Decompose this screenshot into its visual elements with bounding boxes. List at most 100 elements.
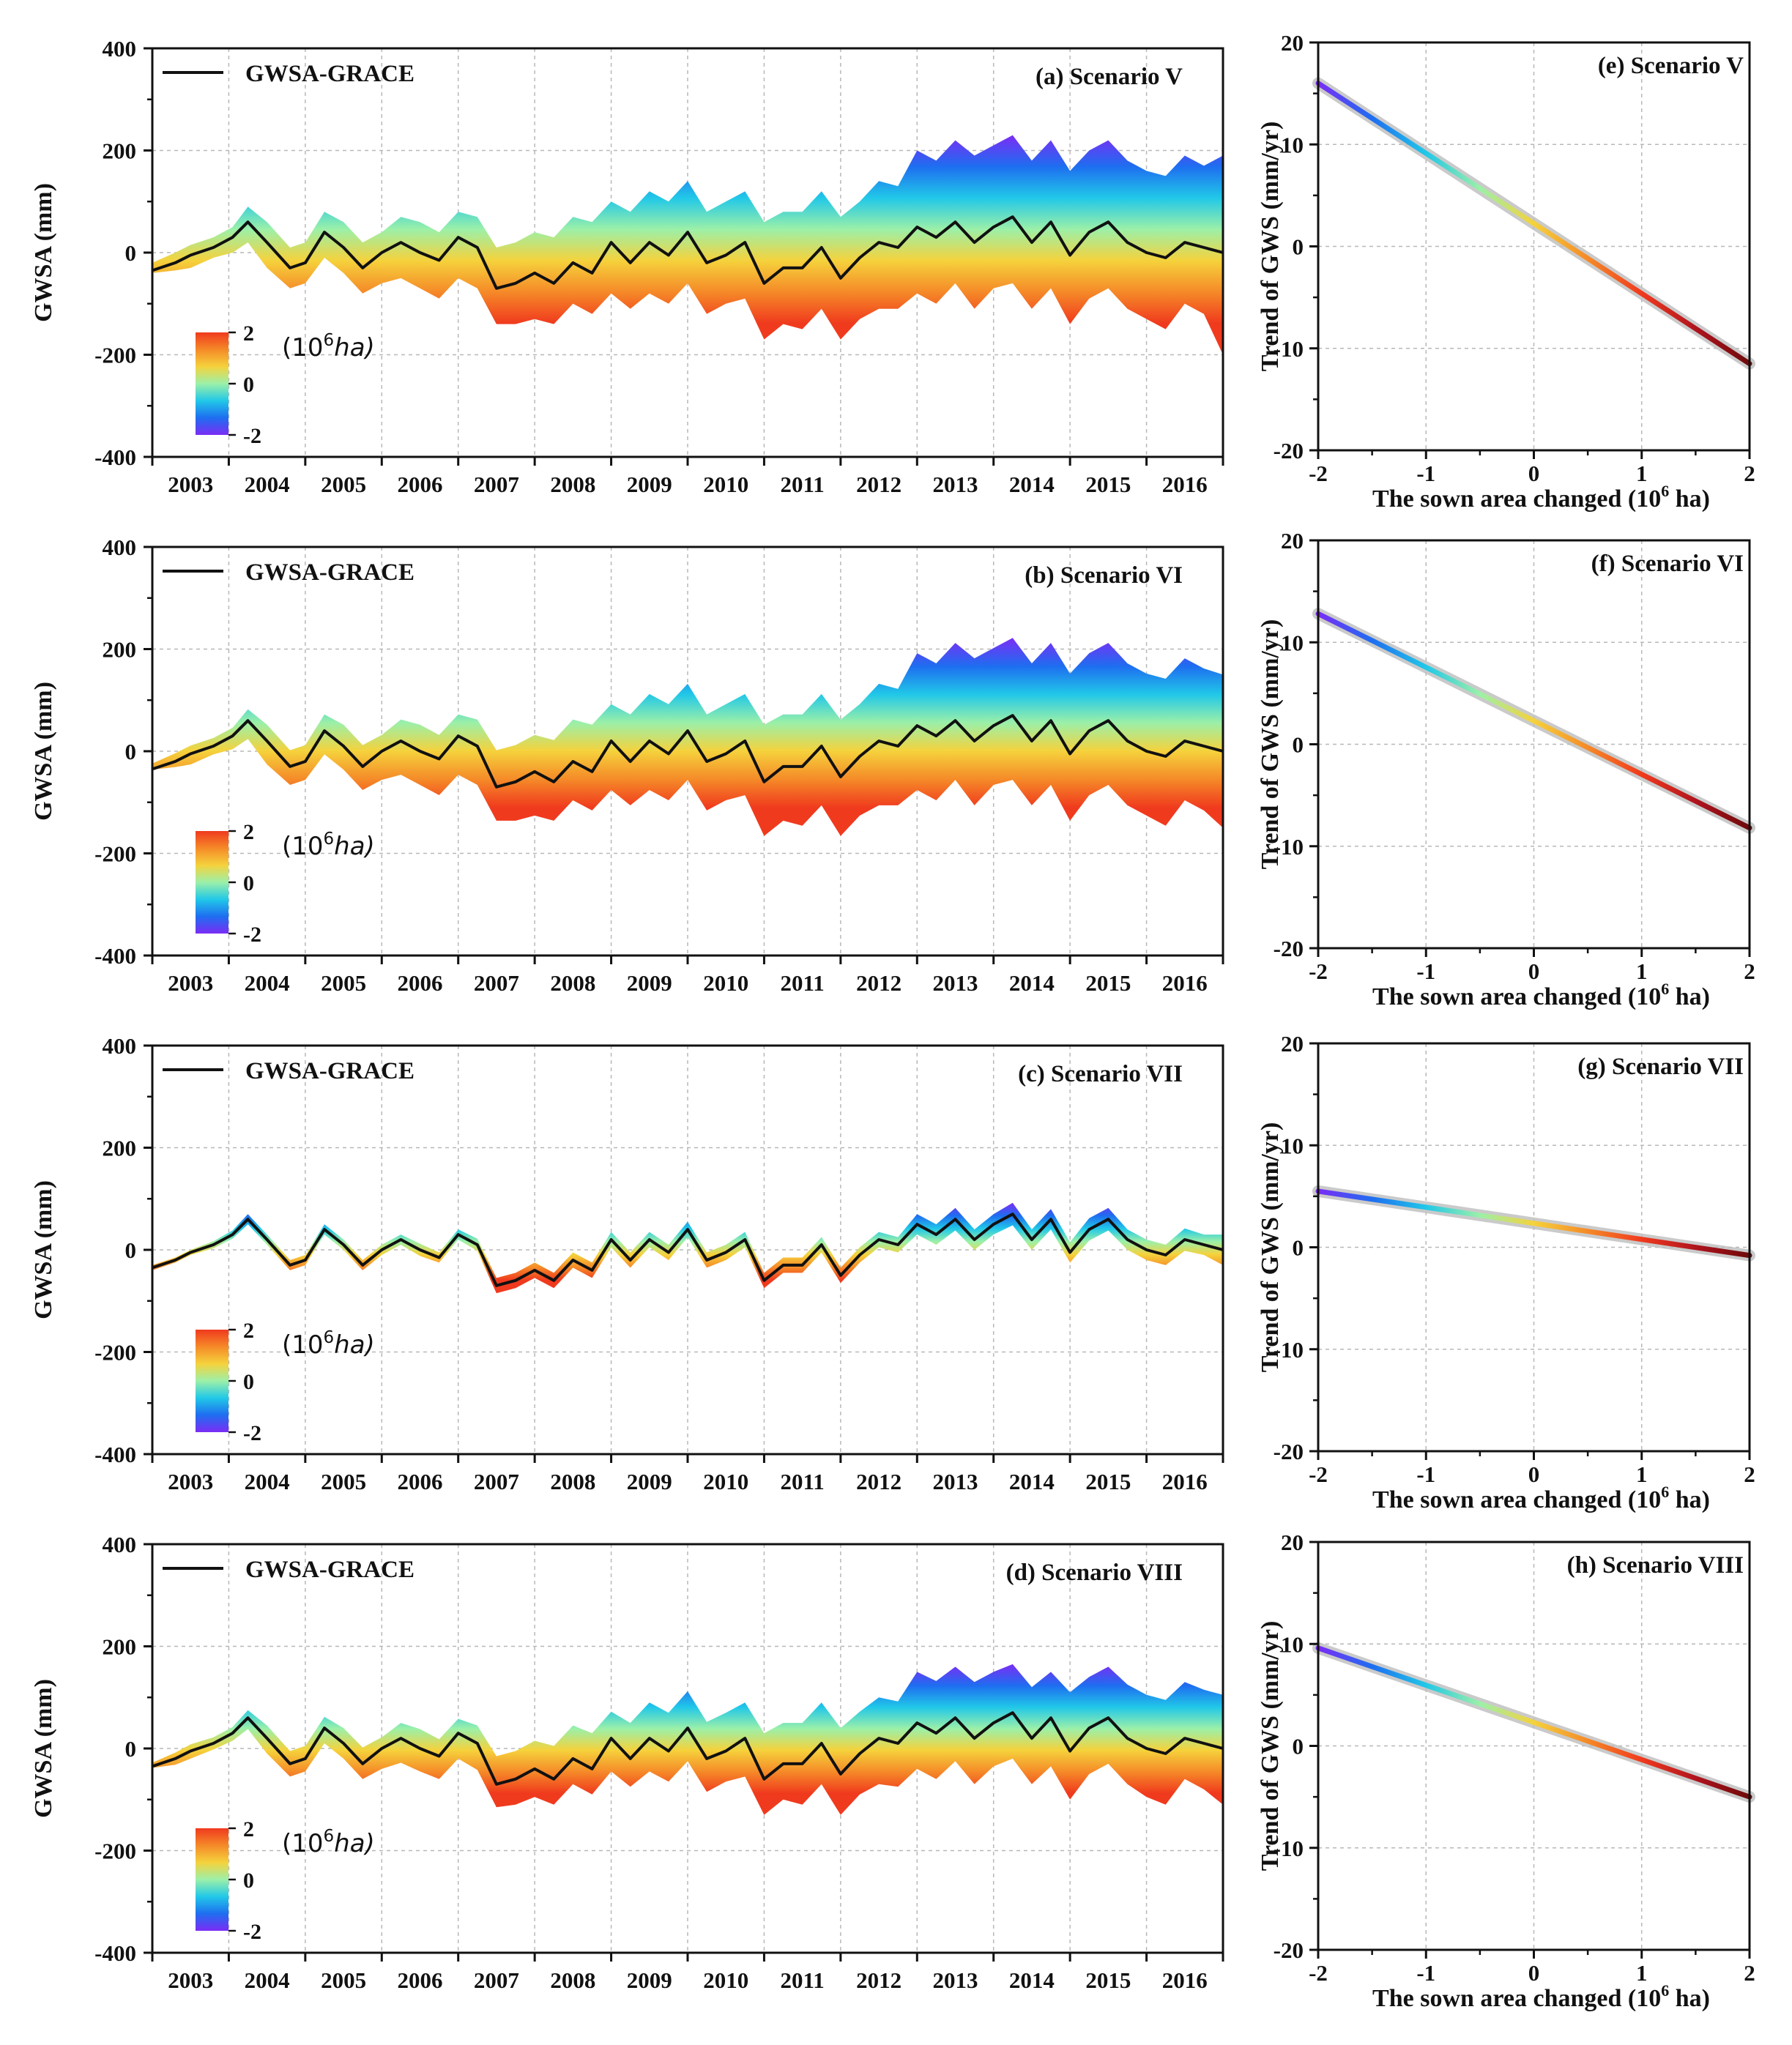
y-tick-label: -200 [94, 343, 136, 368]
x-tick-label: 2003 [168, 472, 213, 497]
gwsa-grace-line [152, 714, 1224, 789]
x-tick-label: 2014 [1009, 970, 1055, 996]
unit-base: (10 [282, 1330, 324, 1360]
panel-title: (f) Scenario VI [1591, 551, 1744, 577]
gwsa-grace-line [152, 215, 1224, 290]
scenario-band [152, 1664, 1223, 1815]
xlabel-exponent: 6 [1661, 482, 1669, 500]
x-tick-label: -1 [1416, 461, 1435, 486]
scenario-band [152, 638, 1223, 836]
y-axis-label: GWSA (mm) [30, 1180, 57, 1319]
panel-title: (g) Scenario VII [1577, 1054, 1744, 1080]
x-tick-label: 2010 [703, 970, 748, 996]
panel-title: (b) Scenario VI [1025, 562, 1183, 589]
colorbar-tick-label: -2 [243, 1421, 261, 1445]
x-tick-label: 1 [1636, 461, 1648, 486]
y-tick-label: -10 [1274, 1337, 1304, 1363]
y-tick-label: 20 [1281, 1530, 1304, 1555]
y-tick-label: 0 [125, 1736, 137, 1762]
colorbar-tick-label: 2 [243, 1817, 254, 1841]
unit-base: (10 [282, 1829, 324, 1858]
x-tick-label: 2015 [1085, 1469, 1131, 1494]
x-tick-label: 2016 [1162, 472, 1208, 497]
y-tick-label: -20 [1274, 1937, 1304, 1963]
y-tick-label: 200 [103, 1634, 137, 1660]
time-series-panel: 400 200 0 -200 -400 2003 2004 2005 2006 2007 2008 2… [30, 1033, 1224, 1494]
x-tick-label: 2006 [398, 1967, 443, 1993]
x-tick-label: 2005 [321, 970, 366, 996]
x-tick-label: -1 [1416, 1461, 1435, 1487]
x-tick-label: 0 [1528, 1960, 1540, 1986]
unit-rest: ha) [334, 333, 375, 362]
x-tick-label: 2010 [703, 472, 748, 497]
unit-rest: ha) [334, 832, 375, 861]
x-tick-label: 2009 [627, 1469, 672, 1494]
x-tick-label: 2012 [856, 970, 901, 996]
colorbar-tick-label: -2 [243, 923, 261, 947]
x-tick-label: 2013 [933, 1469, 978, 1494]
x-tick-label: 2005 [321, 1967, 366, 1993]
x-tick-label: 2005 [321, 472, 366, 497]
x-tick-label: 2016 [1162, 970, 1208, 996]
panel-title: (h) Scenario VIII [1567, 1552, 1744, 1579]
xlabel-base: The sown area changed (10 [1372, 485, 1661, 513]
x-tick-label: -2 [1309, 958, 1328, 984]
x-tick-label: 2008 [550, 1469, 595, 1494]
colorbar-unit-label: (106ha) [282, 1827, 375, 1858]
x-tick-label: 2013 [933, 1967, 978, 1993]
panel-title: (c) Scenario VII [1018, 1061, 1183, 1087]
x-axis-label: The sown area changed (106 ha) [1372, 482, 1710, 513]
colorbar-tick-label: 0 [243, 373, 254, 397]
x-tick-label: 2013 [933, 472, 978, 497]
y-tick-label: 400 [103, 36, 137, 62]
legend-label: GWSA-GRACE [245, 61, 414, 87]
x-tick-label: 2011 [780, 472, 824, 497]
legend-label: GWSA-GRACE [245, 1058, 414, 1084]
colorbar-unit-label: (106ha) [282, 331, 375, 362]
x-tick-label: 2015 [1085, 1967, 1131, 1993]
x-tick-label: 2005 [321, 1469, 366, 1494]
colorbar-tick-label: 0 [243, 1869, 254, 1893]
x-tick-label: 2 [1744, 1461, 1755, 1487]
x-axis-label: The sown area changed (106 ha) [1372, 980, 1710, 1010]
x-tick-label: 2007 [474, 1967, 519, 1993]
y-tick-label: 0 [125, 240, 137, 266]
x-tick-label: 2 [1744, 958, 1755, 984]
gwsa-grace-line [152, 1213, 1224, 1287]
y-tick-label: 20 [1281, 30, 1304, 56]
y-tick-label: 200 [103, 637, 137, 663]
x-tick-label: 2008 [550, 472, 595, 497]
scenario-band [152, 1202, 1223, 1294]
unit-rest: ha) [334, 1330, 375, 1360]
x-tick-label: 2010 [703, 1967, 748, 1993]
x-tick-label: 0 [1528, 461, 1540, 486]
scenario-band [152, 135, 1223, 355]
x-tick-label: 2014 [1009, 472, 1055, 497]
y-tick-label: -200 [94, 841, 136, 867]
y-axis-label: Trend of GWS (mm/yr) [1257, 619, 1284, 870]
x-tick-label: 2014 [1009, 1967, 1055, 1993]
x-tick-label: 2004 [245, 1967, 290, 1993]
x-tick-label: -2 [1309, 1461, 1328, 1487]
unit-rest: ha) [334, 1829, 375, 1858]
y-axis-label: Trend of GWS (mm/yr) [1257, 122, 1284, 372]
y-tick-label: -20 [1274, 936, 1304, 961]
y-tick-label: -10 [1274, 834, 1304, 860]
colorbar-tick-label: 2 [243, 820, 254, 844]
colorbar-tick-label: 0 [243, 1370, 254, 1394]
y-axis-label: GWSA (mm) [30, 682, 57, 821]
y-tick-label: -400 [94, 1940, 136, 1966]
x-tick-label: 2006 [398, 1469, 443, 1494]
trend-line [1315, 1645, 1752, 1800]
y-tick-label: 0 [1293, 234, 1304, 260]
y-axis-label: GWSA (mm) [30, 183, 57, 322]
xlabel-base: The sown area changed (10 [1372, 1486, 1661, 1513]
y-tick-label: -400 [94, 444, 136, 470]
xlabel-rest: ha) [1669, 1486, 1710, 1513]
y-tick-label: -20 [1274, 1439, 1304, 1464]
y-tick-label: 20 [1281, 528, 1304, 554]
x-tick-label: 2012 [856, 1469, 901, 1494]
